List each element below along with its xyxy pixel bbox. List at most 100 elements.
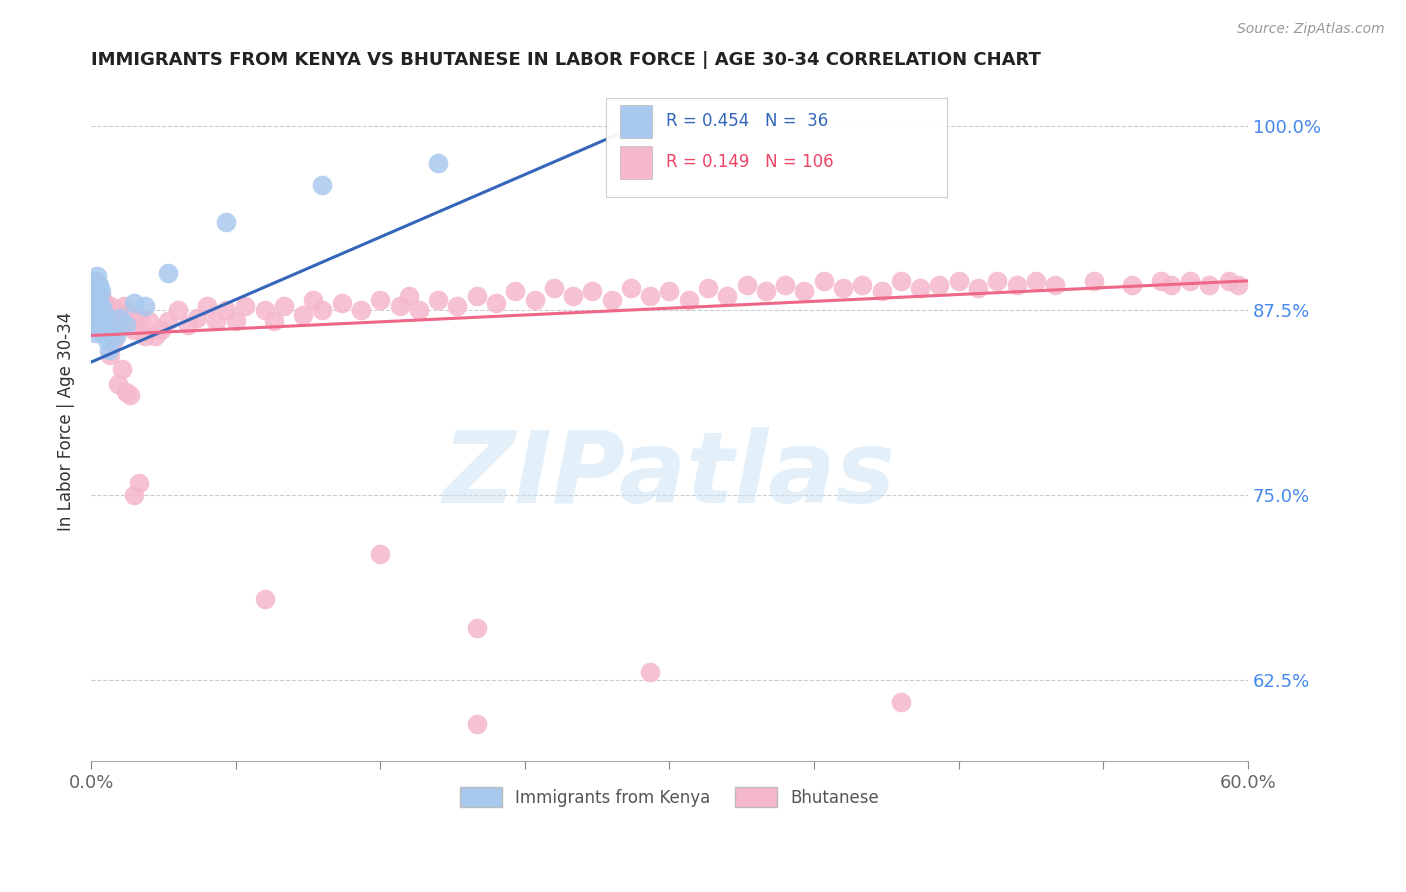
Point: [1227, 278, 1250, 293]
Y-axis label: In Labor Force | Age 30-34: In Labor Force | Age 30-34: [58, 311, 75, 531]
Point: [870, 284, 893, 298]
Point: [100, 299, 122, 313]
Point: [465, 621, 488, 635]
Point: [149, 323, 172, 337]
Text: ZIPatlas: ZIPatlas: [443, 427, 896, 524]
Point: [195, 299, 218, 313]
Point: [115, 384, 138, 399]
Point: [948, 274, 970, 288]
Point: [96, 303, 118, 318]
Point: [86, 310, 108, 325]
Point: [134, 299, 156, 313]
FancyBboxPatch shape: [620, 105, 652, 137]
Point: [485, 296, 508, 310]
Point: [773, 278, 796, 293]
Point: [427, 293, 450, 307]
Point: [108, 310, 131, 325]
Point: [107, 377, 129, 392]
Point: [90, 303, 112, 318]
Point: [84, 274, 107, 288]
Point: [101, 323, 124, 337]
Point: [408, 303, 430, 318]
Point: [600, 293, 623, 307]
FancyBboxPatch shape: [606, 98, 948, 197]
Point: [128, 476, 150, 491]
Point: [105, 303, 128, 318]
Point: [115, 318, 138, 333]
Point: [735, 278, 758, 293]
Point: [122, 296, 145, 310]
Point: [91, 299, 114, 313]
Point: [105, 328, 128, 343]
Point: [638, 665, 661, 680]
Point: [97, 310, 120, 325]
Point: [90, 284, 112, 298]
Point: [143, 328, 166, 343]
Point: [370, 547, 392, 561]
Point: [103, 333, 125, 347]
Point: [87, 293, 110, 307]
Point: [100, 348, 122, 362]
Point: [986, 274, 1008, 288]
Point: [82, 303, 104, 318]
Point: [967, 281, 990, 295]
Point: [93, 326, 115, 340]
Point: [138, 314, 160, 328]
Point: [1121, 278, 1143, 293]
Point: [86, 278, 108, 293]
Point: [118, 387, 141, 401]
Point: [90, 299, 112, 313]
Point: [523, 293, 546, 307]
Point: [86, 293, 108, 307]
Point: [465, 717, 488, 731]
Point: [205, 314, 228, 328]
Point: [832, 281, 855, 295]
Point: [273, 299, 295, 313]
Point: [465, 288, 488, 302]
Point: [87, 284, 110, 298]
Point: [793, 284, 815, 298]
Point: [890, 695, 912, 709]
Point: [87, 323, 110, 337]
Point: [813, 274, 835, 288]
Point: [620, 121, 643, 136]
Point: [215, 215, 238, 229]
Point: [678, 293, 700, 307]
Point: [1150, 274, 1173, 288]
Point: [82, 288, 104, 302]
Point: [235, 299, 257, 313]
Point: [928, 278, 950, 293]
Point: [890, 274, 912, 288]
Point: [330, 296, 353, 310]
Point: [167, 303, 190, 318]
Point: [697, 281, 720, 295]
Text: IMMIGRANTS FROM KENYA VS BHUTANESE IN LABOR FORCE | AGE 30-34 CORRELATION CHART: IMMIGRANTS FROM KENYA VS BHUTANESE IN LA…: [91, 51, 1040, 69]
Point: [96, 318, 118, 333]
Point: [1025, 274, 1047, 288]
Point: [84, 303, 107, 318]
Point: [100, 314, 122, 328]
Point: [82, 310, 104, 325]
Text: Source: ZipAtlas.com: Source: ZipAtlas.com: [1237, 22, 1385, 37]
Point: [84, 288, 107, 302]
Point: [86, 269, 108, 284]
FancyBboxPatch shape: [620, 146, 652, 178]
Point: [122, 488, 145, 502]
Point: [128, 310, 150, 325]
Point: [86, 318, 108, 333]
Point: [87, 278, 110, 293]
Point: [84, 274, 107, 288]
Point: [122, 323, 145, 337]
Point: [638, 288, 661, 302]
Point: [370, 293, 392, 307]
Point: [311, 178, 333, 192]
Point: [908, 281, 931, 295]
Point: [90, 288, 112, 302]
Point: [755, 284, 778, 298]
Point: [311, 303, 333, 318]
Point: [1218, 274, 1240, 288]
Point: [100, 328, 122, 343]
Point: [84, 296, 107, 310]
Point: [93, 308, 115, 322]
Point: [157, 314, 180, 328]
